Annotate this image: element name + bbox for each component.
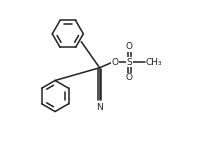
Text: N: N	[96, 103, 103, 112]
Text: CH₃: CH₃	[145, 58, 162, 67]
Text: O: O	[126, 73, 133, 82]
Text: S: S	[126, 58, 132, 67]
Text: O: O	[112, 58, 119, 67]
Text: O: O	[126, 42, 133, 51]
